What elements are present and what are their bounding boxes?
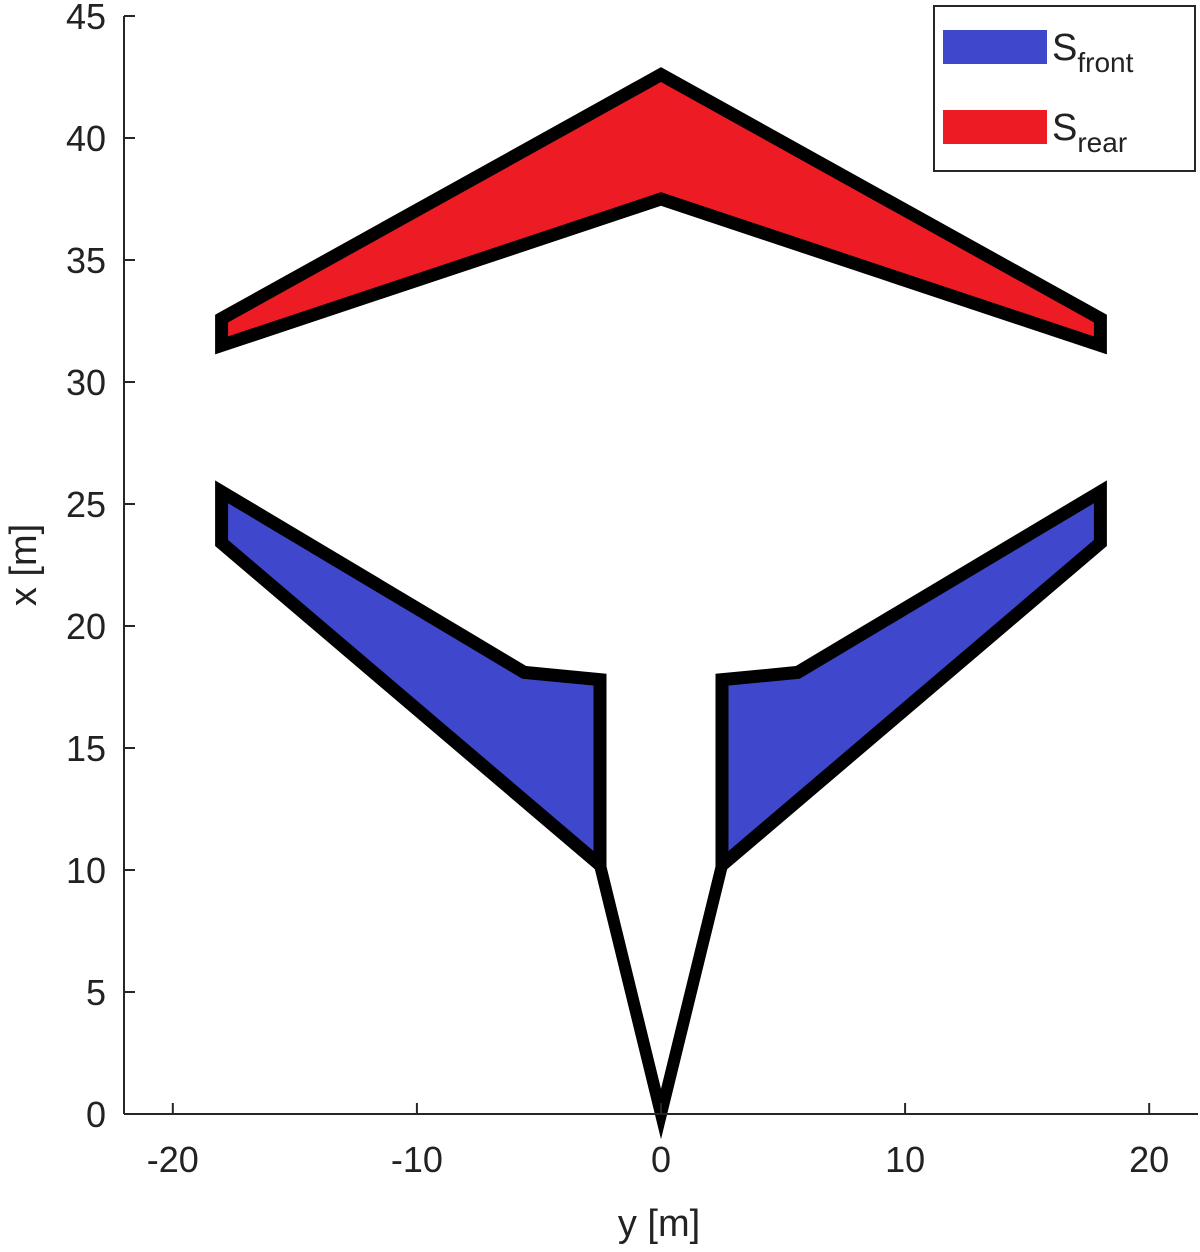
y-tick-label: 30 — [66, 362, 106, 403]
legend-label-rear: Srear — [1052, 107, 1127, 158]
legend-swatch-front — [943, 30, 1047, 64]
fuselage-outline-0 — [594, 863, 728, 1140]
legend-swatch-rear — [943, 110, 1047, 144]
legend-label-sub: rear — [1077, 127, 1127, 158]
legend-label-base: S — [1052, 107, 1077, 149]
y-tick-label: 20 — [66, 606, 106, 647]
y-tick-label: 35 — [66, 240, 106, 281]
x-tick-label: 0 — [651, 1139, 671, 1180]
y-tick-label: 25 — [66, 484, 106, 525]
series-0-shape-0 — [215, 67, 1107, 355]
series-1-shape-1 — [715, 480, 1107, 880]
x-axis-label: y [m] — [618, 1203, 700, 1245]
y-tick-label: 5 — [86, 972, 106, 1013]
y-tick-label: 45 — [66, 0, 106, 37]
wing-shapes — [215, 67, 1107, 1140]
axes: -20 -10 0 10 20 0 5 10 15 20 25 30 35 40 45 y [m] x [m] — [3, 0, 1198, 1245]
x-tick-label: -10 — [391, 1139, 443, 1180]
y-tick-label: 15 — [66, 728, 106, 769]
legend-label-front: Sfront — [1052, 27, 1134, 78]
legend-label-base: S — [1052, 27, 1077, 69]
legend-label-sub: front — [1077, 47, 1133, 78]
series-1-shape-0 — [215, 480, 607, 880]
y-axis-label: x [m] — [3, 524, 45, 606]
y-tick-label: 40 — [66, 118, 106, 159]
x-tick-label: -20 — [147, 1139, 199, 1180]
x-tick-label: 20 — [1129, 1139, 1169, 1180]
y-tick-label: 0 — [86, 1094, 106, 1135]
x-tick-label: 10 — [885, 1139, 925, 1180]
y-tick-label: 10 — [66, 850, 106, 891]
